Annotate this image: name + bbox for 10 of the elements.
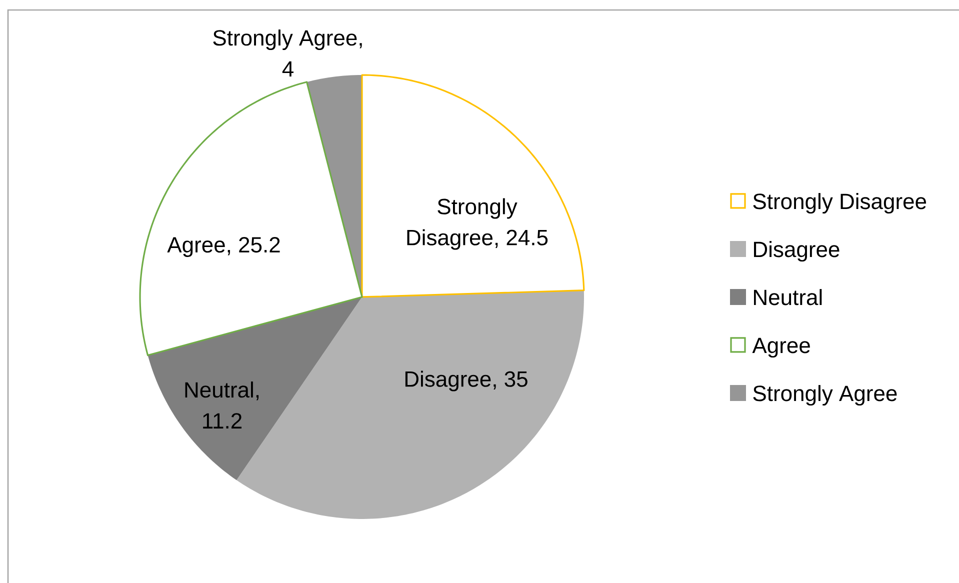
data-label: Neutral, 11.2 <box>185 382 259 428</box>
legend-label: Agree <box>752 338 810 358</box>
data-label: Agree, 25.2 <box>167 237 280 257</box>
legend-label: Neutral <box>754 289 822 306</box>
data-label: Disagree, 35 <box>405 370 528 392</box>
data-label: Strongly Agree, 4 <box>213 30 362 76</box>
data-label: Strongly Disagree, 24.5 <box>407 198 548 250</box>
legend-label: Strongly Agree <box>753 385 897 406</box>
legend-label: Disagree <box>754 241 840 262</box>
legend-label: Strongly Disagree <box>753 193 926 214</box>
